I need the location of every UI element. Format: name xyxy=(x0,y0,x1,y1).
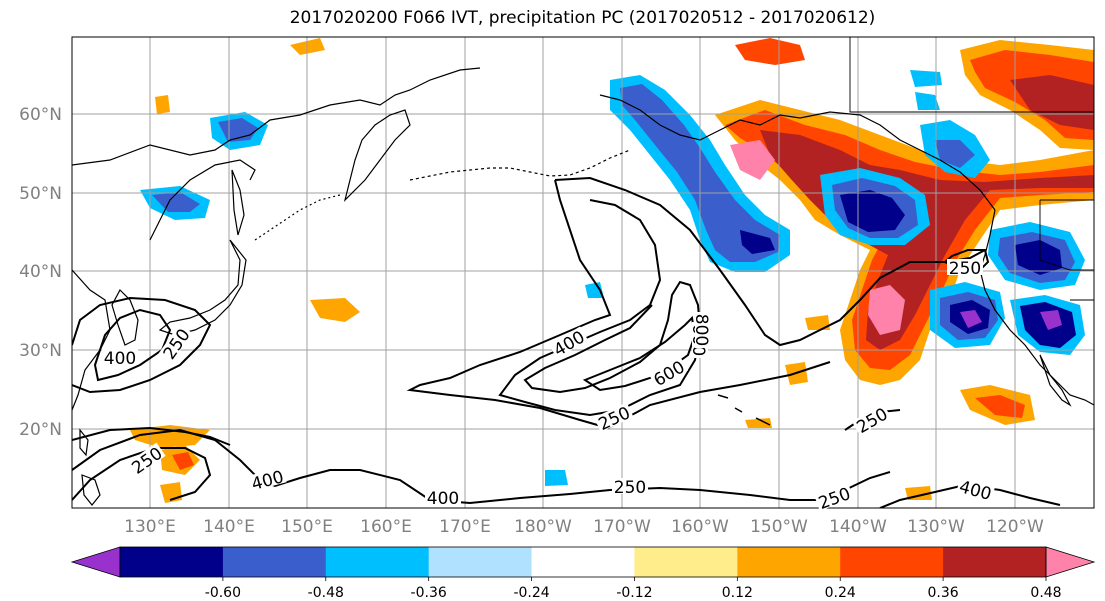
contour-label-background xyxy=(158,323,193,363)
contour-label-background xyxy=(102,349,138,365)
colorbar-segment xyxy=(840,547,944,577)
okhotsk-coast xyxy=(149,159,256,241)
colorbar-segment xyxy=(428,547,533,577)
longitude-label: 150°E xyxy=(281,517,333,537)
colorbar-segment xyxy=(222,547,327,577)
contour-label-background xyxy=(947,259,983,275)
colorbar-tick-label: 0.12 xyxy=(722,585,753,601)
baja xyxy=(1039,354,1072,407)
contour-label: 800 xyxy=(691,314,711,346)
colorbar-outline xyxy=(119,546,1047,578)
hawaii xyxy=(717,394,771,426)
contour-label: 400 xyxy=(104,349,136,369)
precip-shading-positive xyxy=(130,38,1094,503)
longitude-label: 170°E xyxy=(439,517,491,537)
contour-label: 250 xyxy=(614,478,646,498)
latitude-label: 40°N xyxy=(19,262,62,282)
colorbar-tick-label: -0.12 xyxy=(616,585,652,601)
colorbar-tick-label: 0.48 xyxy=(1030,585,1061,601)
contour-label-background xyxy=(814,483,854,511)
colorbar: -0.60 -0.48 -0.36 -0.24 -0.12 0.12 0.24 0.36 0.4… xyxy=(70,546,1096,601)
map-frame xyxy=(71,36,1095,509)
latitude-labels: 60°N 50°N 40°N 30°N 20°N xyxy=(19,105,62,440)
contour-250-main xyxy=(406,176,986,430)
colorbar-segment xyxy=(120,547,224,577)
latitude-label: 20°N xyxy=(19,420,62,440)
contour-label-background xyxy=(247,466,287,492)
colorbar-tick-label: -0.36 xyxy=(411,585,447,601)
longitude-label: 180°W xyxy=(514,517,572,537)
contour-label-background xyxy=(612,478,648,494)
china-coast xyxy=(72,269,111,411)
contour-label-background xyxy=(648,356,689,389)
longitude-label: 160°E xyxy=(360,517,412,537)
aleutian-islands xyxy=(409,149,631,181)
colorbar-tick-label: 0.36 xyxy=(928,585,959,601)
colorbar-tick-label: -0.48 xyxy=(308,585,344,601)
latitude-label: 30°N xyxy=(19,341,62,361)
colorbar-tick-label: -0.60 xyxy=(205,585,241,601)
contour-250-japan xyxy=(72,296,212,394)
colorbar-segment xyxy=(943,547,1047,577)
contour-250-south xyxy=(72,426,231,446)
alaska-coast xyxy=(599,94,996,211)
colorbar-extend-high xyxy=(1045,546,1096,578)
contour-label-background xyxy=(548,326,589,359)
contour-label-background xyxy=(695,312,711,348)
contour-400-mid xyxy=(498,199,702,417)
japan xyxy=(158,239,247,336)
longitude-label: 170°W xyxy=(593,517,651,537)
kamchatka xyxy=(343,109,411,202)
contour-600-south xyxy=(72,447,212,501)
longitude-label: 130°E xyxy=(124,517,176,537)
contour-label-background xyxy=(126,442,166,477)
na-west-coast xyxy=(979,209,1094,406)
colorbar-segment xyxy=(325,547,430,577)
longitude-labels: 130°E 140°E 150°E 160°E 170°E 180°W 170°W 160°W… xyxy=(124,517,1044,537)
contour-400-japan xyxy=(93,308,172,382)
kuril-islands xyxy=(254,194,341,241)
latitude-label: 60°N xyxy=(19,105,62,125)
longitude-label: 120°W xyxy=(986,517,1044,537)
longitude-label: 140°E xyxy=(203,517,255,537)
longitude-label: 150°W xyxy=(750,517,808,537)
longitude-label: 140°W xyxy=(829,517,887,537)
contour-label-background xyxy=(594,402,634,433)
chart-title: 2017020200 F066 IVT, precipitation PC (2… xyxy=(289,8,876,28)
graticule xyxy=(72,37,1094,508)
asia-coast xyxy=(72,67,481,166)
colorbar-segment xyxy=(634,547,738,577)
latitude-label: 50°N xyxy=(19,184,62,204)
colorbar-tick-label: 0.24 xyxy=(825,585,856,601)
korea xyxy=(111,289,139,346)
contour-label-background xyxy=(956,476,996,502)
colorbar-segment xyxy=(737,547,841,577)
ivt-contours xyxy=(72,176,1061,508)
contour-label-background xyxy=(851,403,892,436)
colorbar-segment xyxy=(531,547,635,577)
colorbar-tick-label: -0.24 xyxy=(513,585,549,601)
contour-label: 250 xyxy=(949,259,981,279)
borders xyxy=(849,37,1094,301)
longitude-label: 160°W xyxy=(671,517,729,537)
contour-label: 400 xyxy=(427,489,459,509)
colorbar-extend-low xyxy=(70,546,121,578)
longitude-label: 130°W xyxy=(907,517,965,537)
contour-label-background xyxy=(425,489,461,505)
sakhalin xyxy=(231,169,245,236)
